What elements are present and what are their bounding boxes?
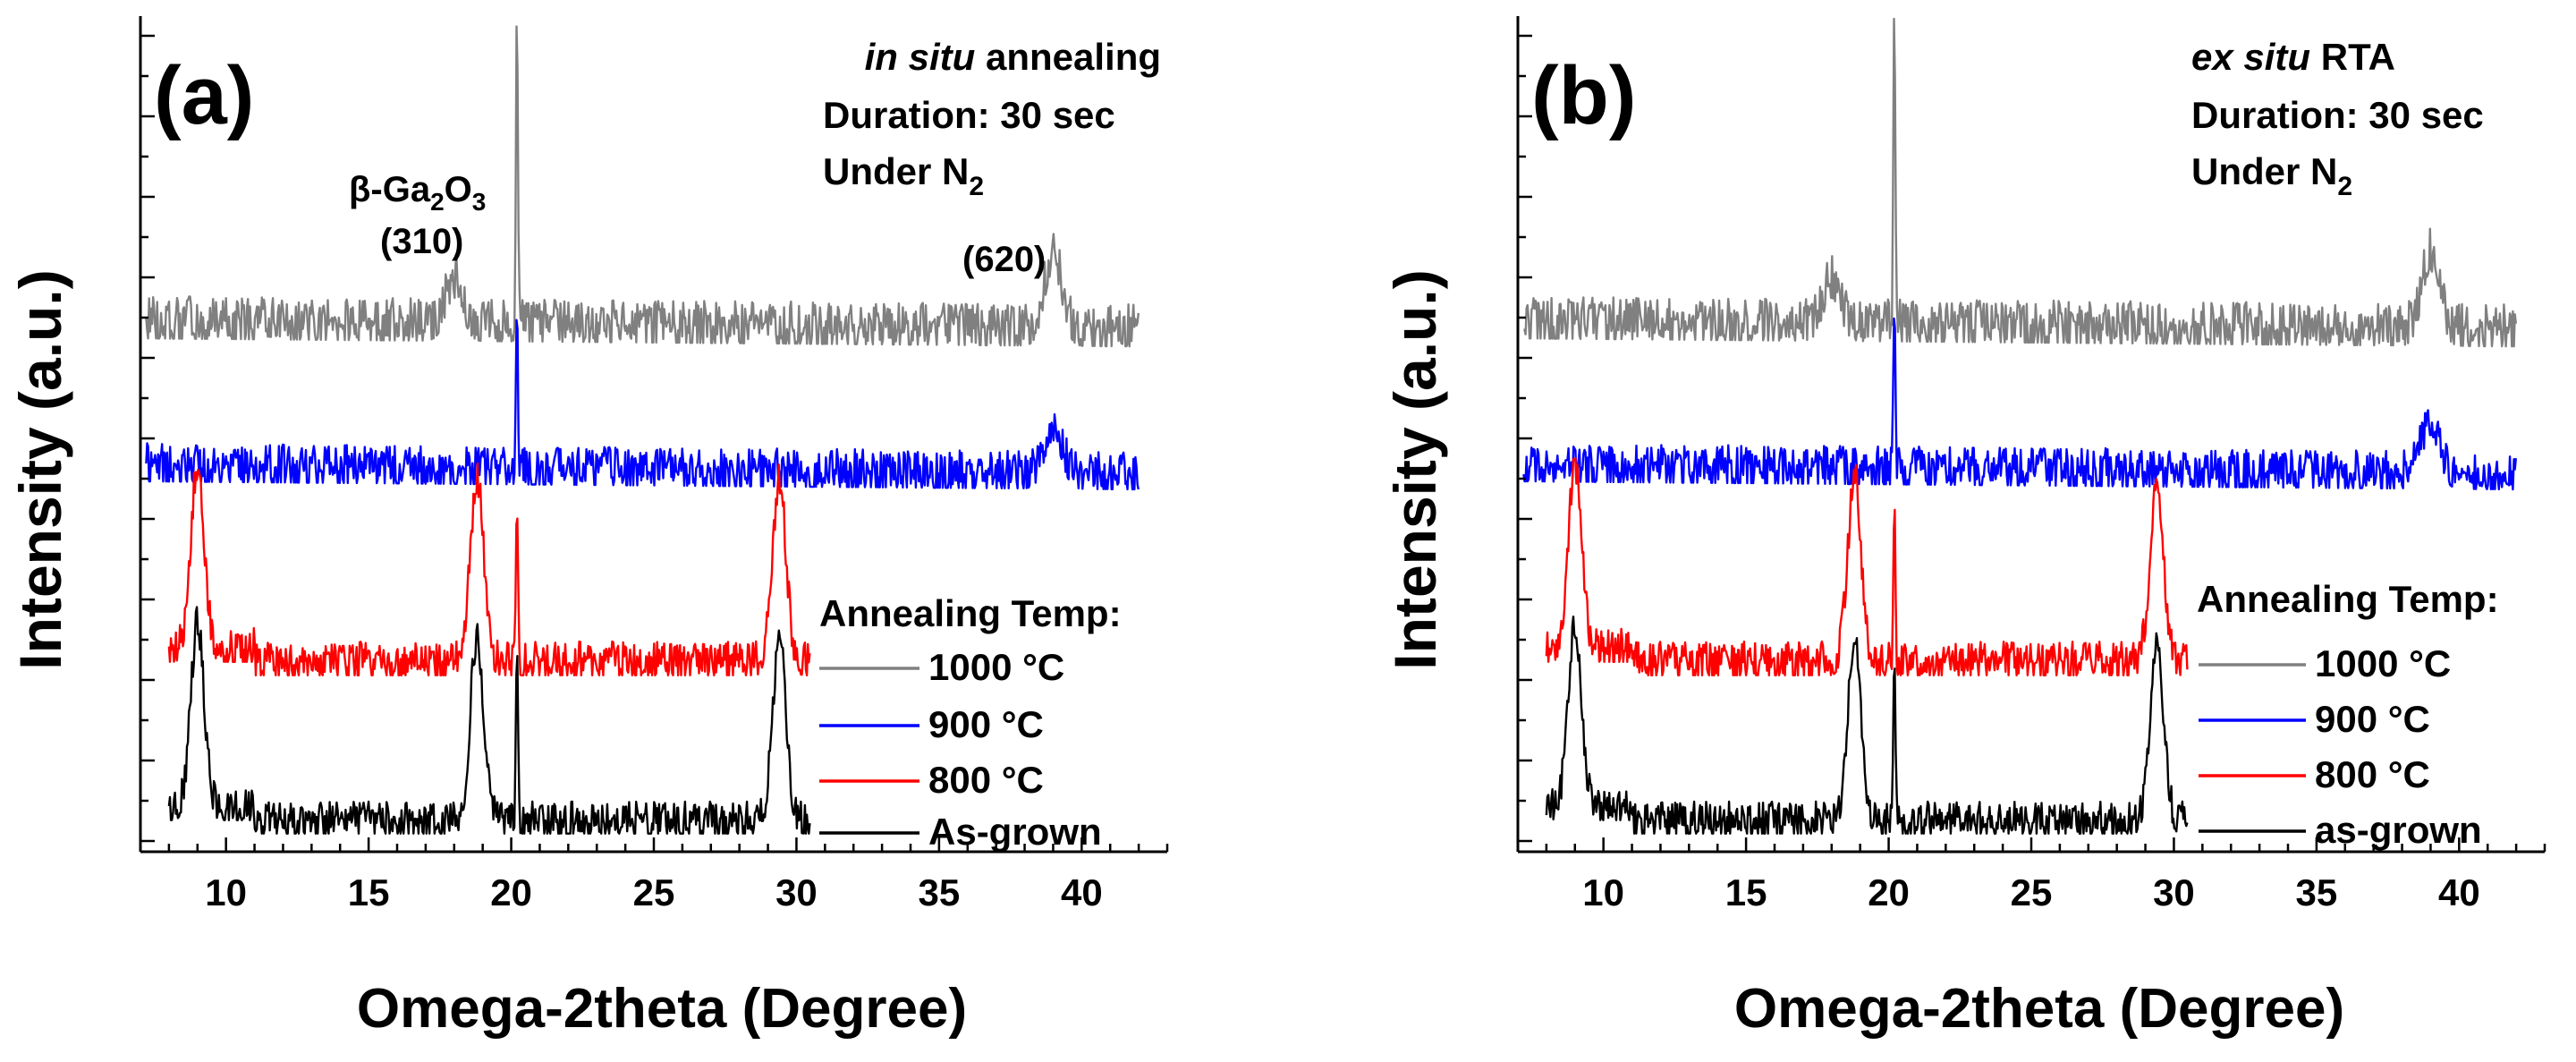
panel-a-annotation-beta-ga2o3: β-Ga2O3: [349, 170, 486, 216]
panel-b-x-tick-label: 35: [2296, 871, 2338, 913]
panel-a-series-800-c: [167, 462, 811, 676]
panel-a-legend-entry-asgrown: As-grown: [928, 811, 1102, 853]
panel-b-x-tick-label: 25: [2011, 871, 2053, 913]
panel-a-x-tick-label: 10: [205, 871, 247, 913]
panel-a-x-tick-label: 40: [1061, 871, 1103, 913]
panel-a-label: (a): [154, 50, 254, 141]
panel-a-x-tick-label: 35: [919, 871, 961, 913]
panel-a-series-as-grown: [167, 606, 811, 835]
panel-b-axes: 10 15 20 25 30 35 40: [1516, 16, 2546, 913]
panel-a-legend-entry-800: 800 °C: [928, 759, 1044, 801]
panel-b-x-tick-label: 15: [1725, 871, 1767, 913]
panel-b-legend: Annealing Temp: 1000 °C 900 °C 800 °C as…: [2197, 578, 2499, 851]
panel-b-atmosphere-base: Under N: [2191, 150, 2337, 192]
panel-b-method-italic: ex situ: [2191, 36, 2310, 78]
panel-b-y-axis-label: Intensity (a.u.): [1382, 269, 1448, 669]
panel-b-legend-entry-900: 900 °C: [2315, 698, 2430, 740]
panel-a-series-900-c: [145, 319, 1140, 491]
panel-b-series-group: [1522, 17, 2517, 835]
panel-b-x-tick-label: 10: [1582, 871, 1624, 913]
panel-a-legend-entry-1000: 1000 °C: [928, 646, 1064, 688]
panel-b-condition-atmosphere: Under N2: [2191, 150, 2352, 201]
panel-a-x-tick-label: 20: [490, 871, 532, 913]
panel-b-atmosphere-sub: 2: [2337, 172, 2352, 201]
panel-a-condition-atmosphere: Under N2: [823, 150, 984, 201]
panel-b-x-tick-label: 40: [2438, 871, 2480, 913]
panel-a-y-axis-label: Intensity (a.u.): [7, 269, 73, 669]
panel-a-method-italic: in situ: [865, 36, 976, 78]
panel-a-legend-title: Annealing Temp:: [819, 592, 1122, 634]
panel-b-series-800-c: [1545, 456, 2189, 676]
panel-a-annotation-620: (620): [962, 240, 1046, 279]
panel-a-atmosphere-sub: 2: [969, 172, 984, 201]
panel-a-series-group: [145, 25, 1140, 835]
panel-a-x-tick-label: 15: [348, 871, 390, 913]
panel-b-series-as-grown: [1545, 616, 2189, 835]
panel-b-legend-entry-1000: 1000 °C: [2315, 642, 2451, 684]
panel-a-x-tick-label: 25: [633, 871, 675, 913]
panel-a-condition-method: in situ annealing: [865, 36, 1161, 78]
panel-b-condition-duration: Duration: 30 sec: [2191, 94, 2484, 136]
panel-b-legend-entry-800: 800 °C: [2315, 753, 2430, 795]
panel-a-atmosphere-base: Under N: [823, 150, 969, 192]
panel-b-series-1000-c: [1523, 17, 2517, 348]
panel-a-x-axis-label: Omega-2theta (Degree): [357, 978, 967, 1040]
panel-a-legend-entry-900: 900 °C: [928, 703, 1044, 745]
panel-a-method-rest: annealing: [975, 36, 1161, 78]
panel-a-legend: Annealing Temp: 1000 °C 900 °C 800 °C As…: [819, 592, 1122, 853]
panel-b-label: (b): [1531, 50, 1636, 141]
panel-b-legend-entry-asgrown: as-grown: [2315, 809, 2482, 851]
panel-b-series-900-c: [1522, 317, 2517, 491]
panel-b-condition-method: ex situ RTA: [2191, 36, 2395, 78]
panel-b-x-tick-label: 20: [1868, 871, 1910, 913]
panel-a: 10 15 20 25 30 35 40 (a) Intensity (a.u.) Omeg…: [7, 16, 1169, 1040]
panel-a-series-1000-c: [145, 25, 1140, 348]
panel-a-annotation-310: (310): [380, 222, 463, 261]
panel-b: 10 15 20 25 30 35 40 (b) Intensity (a.u.) Omeg…: [1382, 16, 2546, 1040]
panel-b-method-rest: RTA: [2310, 36, 2395, 78]
panel-b-legend-title: Annealing Temp:: [2197, 578, 2499, 620]
panel-a-condition-duration: Duration: 30 sec: [823, 94, 1115, 136]
panel-a-axes: 10 15 20 25 30 35 40: [139, 16, 1169, 913]
panel-b-x-tick-label: 30: [2153, 871, 2195, 913]
panel-b-x-axis-label: Omega-2theta (Degree): [1734, 978, 2344, 1040]
panel-a-x-tick-label: 30: [775, 871, 818, 913]
